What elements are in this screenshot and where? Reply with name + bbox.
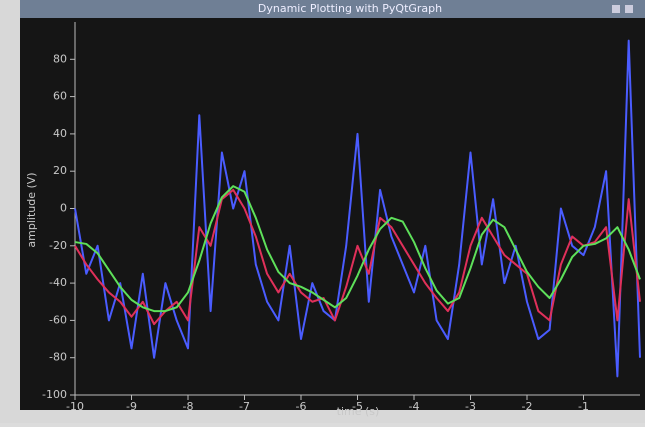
y-tick-label: 20 [53, 164, 67, 177]
y-tick-label: 40 [53, 127, 67, 140]
screen: Dynamic Plotting with PyQtGraph time (s)… [0, 0, 645, 423]
x-tick-label: -2 [522, 400, 533, 413]
y-tick-label: -80 [49, 351, 67, 364]
x-tick-label: -6 [296, 400, 307, 413]
x-tick-label: -9 [126, 400, 137, 413]
y-axis-label: amplitude (V) [25, 172, 38, 247]
minimize-button[interactable] [612, 5, 620, 13]
x-tick-label: -1 [578, 400, 589, 413]
y-tick-label: -40 [49, 276, 67, 289]
x-tick-label: -3 [465, 400, 476, 413]
y-tick-label: -20 [49, 239, 67, 252]
x-tick-label: -4 [409, 400, 420, 413]
x-tick-label: -5 [352, 400, 363, 413]
window [20, 0, 645, 410]
y-tick-label: 80 [53, 52, 67, 65]
y-tick-label: 0 [60, 202, 67, 215]
y-tick-label: -60 [49, 313, 67, 326]
y-tick-label: -100 [42, 388, 67, 401]
maximize-button[interactable] [625, 5, 633, 13]
x-tick-label: -8 [183, 400, 194, 413]
x-tick-label: -7 [239, 400, 250, 413]
x-tick-label: -10 [66, 400, 84, 413]
y-tick-label: 60 [53, 90, 67, 103]
window-title: Dynamic Plotting with PyQtGraph [258, 2, 442, 15]
